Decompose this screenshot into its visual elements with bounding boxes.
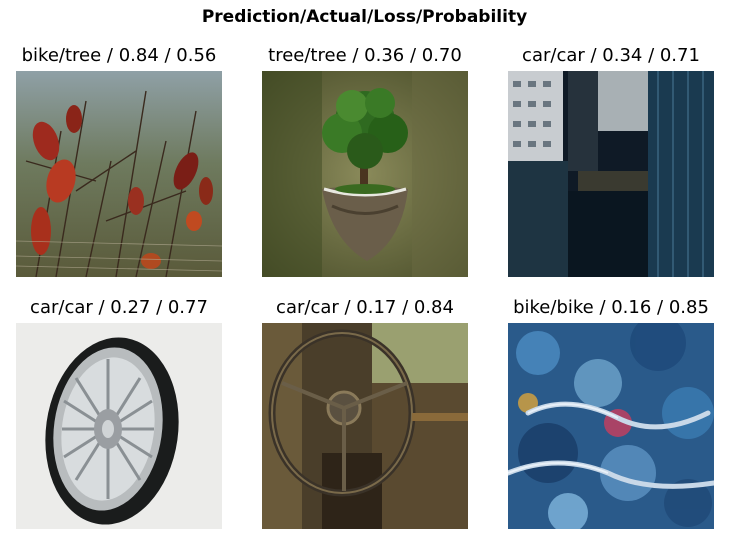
- panel-title-5: car/car / 0.17 / 0.84: [276, 297, 454, 318]
- panel-title-1: bike/tree / 0.84 / 0.56: [21, 45, 217, 66]
- panel-image-5: [262, 323, 468, 529]
- steering-wheel-image: [262, 323, 468, 529]
- leaves-image: [16, 71, 222, 277]
- city-buildings-image: [508, 71, 714, 277]
- panel-image-4: [16, 323, 222, 529]
- floating-tree-image: [262, 71, 468, 277]
- bicycle-handlebars-image: [508, 323, 714, 529]
- figure-title: Prediction/Actual/Loss/Probability: [201, 7, 528, 27]
- panel-title-3: car/car / 0.34 / 0.71: [522, 45, 700, 66]
- panel-image-6: [508, 323, 714, 529]
- panel-title-6: bike/bike / 0.16 / 0.85: [513, 297, 709, 318]
- panel-image-3: [508, 71, 714, 277]
- panel-image-1: [16, 71, 222, 277]
- panel-image-2: [262, 71, 468, 277]
- wheel-rim-image: [16, 323, 222, 529]
- panel-title-4: car/car / 0.27 / 0.77: [30, 297, 208, 318]
- panel-title-2: tree/tree / 0.36 / 0.70: [268, 45, 462, 66]
